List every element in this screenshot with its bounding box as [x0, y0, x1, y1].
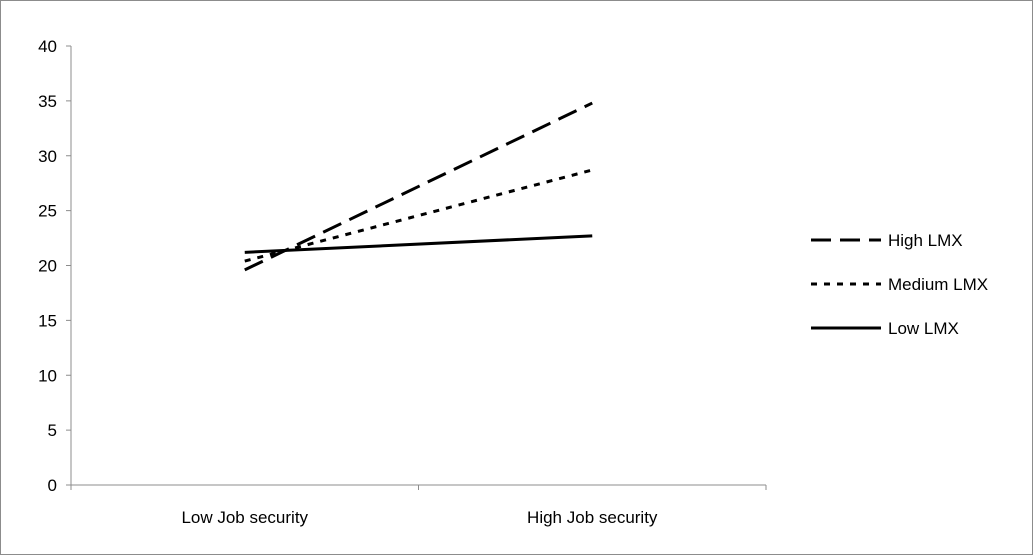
y-tick-label: 0	[48, 476, 57, 495]
series-line-low-lmx	[244, 234, 593, 254]
x-tick-label: High Job security	[527, 508, 658, 527]
x-tick-label: Low Job security	[181, 508, 308, 527]
y-tick-label: 30	[38, 147, 57, 166]
series-lines	[244, 101, 593, 272]
series-line-high-lmx	[244, 101, 593, 272]
y-axis-ticks: 0 5 10 15 20 25 30 35 40	[38, 37, 71, 495]
legend: High LMX Medium LMX Low LMX	[811, 231, 988, 338]
y-tick-label: 20	[38, 257, 57, 276]
y-tick-label: 25	[38, 202, 57, 221]
legend-label: High LMX	[888, 231, 963, 250]
axes	[70, 46, 766, 486]
legend-label: Medium LMX	[888, 275, 988, 294]
y-tick-label: 10	[38, 366, 57, 385]
y-tick-label: 35	[38, 92, 57, 111]
legend-label: Low LMX	[888, 319, 959, 338]
y-tick-label: 40	[38, 37, 57, 56]
y-tick-label: 15	[38, 311, 57, 330]
y-tick-label: 5	[48, 421, 57, 440]
series-line-medium-lmx	[244, 168, 593, 263]
x-axis-ticks: Low Job security High Job security	[70, 485, 767, 527]
